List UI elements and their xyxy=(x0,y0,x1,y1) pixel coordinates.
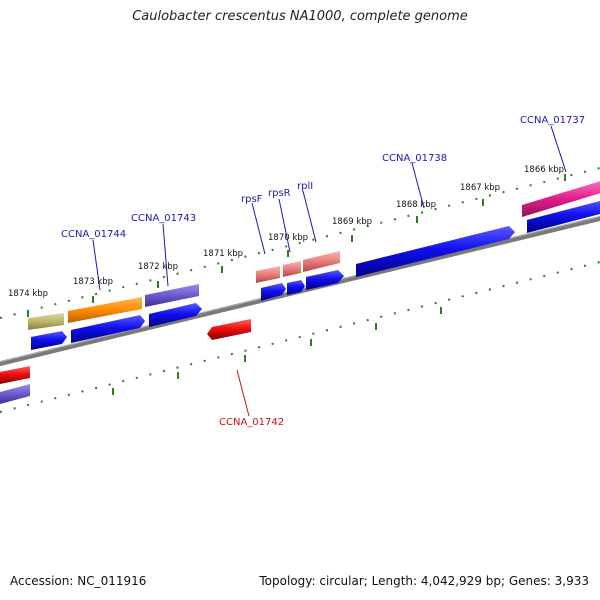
footer-summary: Topology: circular; Length: 4,042,929 bp… xyxy=(259,574,589,588)
cog-bar xyxy=(0,366,30,384)
gene-arrow[interactable] xyxy=(356,226,515,277)
cog-bar xyxy=(0,384,30,404)
inner-tick-track xyxy=(0,261,600,413)
gene-label-rpsf: rpsF xyxy=(241,194,263,205)
cog-bar xyxy=(283,261,301,277)
tick-label: 1866 kbp xyxy=(524,165,564,175)
reverse-genes xyxy=(207,319,251,340)
gene-label-ccna-01738: CCNA_01738 xyxy=(382,153,447,164)
gene-arrow[interactable] xyxy=(149,303,202,327)
gene-label-rpsr: rpsR xyxy=(268,188,291,199)
gene-labels: CCNA_01737 CCNA_01738 rplI rpsR rpsF CCN… xyxy=(61,115,585,428)
gene-arrow[interactable] xyxy=(527,200,600,233)
gene-arrow[interactable] xyxy=(31,331,67,350)
gene-arrow[interactable] xyxy=(207,319,251,340)
label-leaders xyxy=(92,125,567,417)
footer-accession: Accession: NC_011916 xyxy=(10,574,147,588)
cog-bar xyxy=(28,313,64,330)
outer-tick-track xyxy=(0,167,600,319)
tick-label: 1871 kbp xyxy=(203,249,243,259)
tick-label: 1870 kbp xyxy=(268,233,308,243)
cog-bars xyxy=(0,181,600,404)
cog-bar xyxy=(256,266,280,283)
gene-label-ccna-01743: CCNA_01743 xyxy=(131,213,196,224)
cog-bar xyxy=(68,297,142,323)
gene-label-ccna-01737: CCNA_01737 xyxy=(520,115,585,126)
forward-genes xyxy=(31,200,600,350)
gene-arrow[interactable] xyxy=(306,270,344,290)
gene-label-ccna-01742: CCNA_01742 xyxy=(219,417,284,428)
tick-label: 1867 kbp xyxy=(460,183,500,193)
tick-label: 1874 kbp xyxy=(8,289,48,299)
cog-bar xyxy=(303,251,340,272)
gene-label-ccna-01744: CCNA_01744 xyxy=(61,229,126,240)
map-title: Caulobacter crescentus NA1000, complete … xyxy=(132,9,468,24)
gene-label-rpli: rplI xyxy=(297,181,313,192)
tick-label: 1868 kbp xyxy=(396,200,436,210)
gene-arrow[interactable] xyxy=(261,283,286,301)
cog-bar xyxy=(145,284,199,307)
tick-label: 1873 kbp xyxy=(73,277,113,287)
tick-label: 1869 kbp xyxy=(332,217,372,227)
cog-bar xyxy=(522,181,600,217)
tick-label: 1872 kbp xyxy=(138,262,178,272)
gene-arrow[interactable] xyxy=(287,280,305,295)
gene-arrow[interactable] xyxy=(71,315,145,343)
major-ticks xyxy=(27,174,566,395)
tick-labels: 1866 kbp 1867 kbp 1868 kbp 1869 kbp 1870… xyxy=(8,165,564,299)
